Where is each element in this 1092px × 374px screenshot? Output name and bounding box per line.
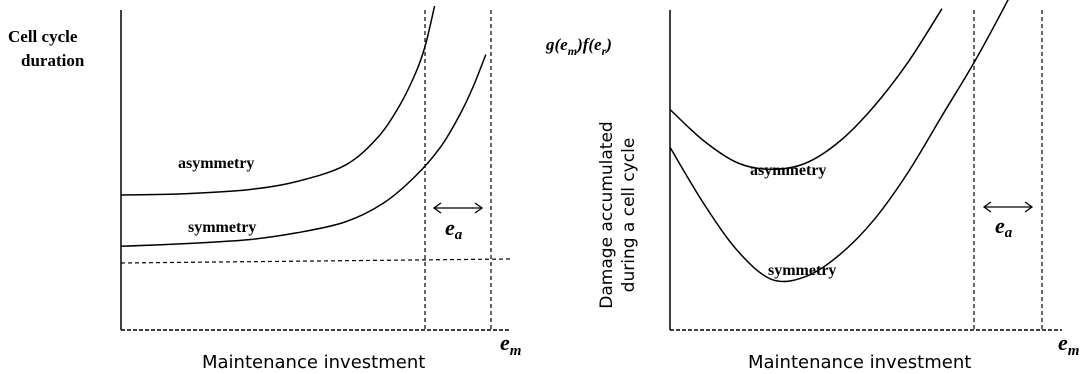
right-series-symmetry-label: symmetry <box>768 262 836 279</box>
right-x-symbol: em <box>1058 330 1079 359</box>
left-panel: Cell cycle duration asymmetry symmetry e… <box>8 5 521 373</box>
right-series-asymmetry-label: asymmetry <box>750 162 826 179</box>
right-ea-arrowhead-right <box>1024 201 1034 213</box>
right-ea-arrowhead-left <box>982 201 992 213</box>
right-x-label: Maintenance investment <box>748 352 971 373</box>
right-ea-label: ea <box>995 213 1013 241</box>
right-y-label-line1: Damage accumulated <box>597 121 617 308</box>
right-y-label-formula: g(em)f(er) <box>545 35 612 58</box>
right-y-label-line2: during a cell cycle <box>619 138 639 293</box>
right-panel: g(em)f(er) Damage accumulated during a c… <box>545 0 1079 373</box>
left-series-symmetry-label: symmetry <box>188 219 256 236</box>
left-ea-label: ea <box>445 215 463 243</box>
right-series-symmetry-line <box>669 0 1009 283</box>
left-y-label-line2: duration <box>21 51 85 70</box>
left-series-symmetry-line <box>120 54 487 248</box>
left-series-asymmetry-line <box>120 5 436 196</box>
left-y-label-line1: Cell cycle <box>8 27 78 46</box>
left-horizontal-dashed-line <box>120 258 511 264</box>
left-x-label: Maintenance investment <box>202 352 425 373</box>
left-ea-arrowhead-right <box>474 202 484 214</box>
left-x-symbol: em <box>500 330 521 359</box>
left-ea-arrowhead-left <box>432 202 442 214</box>
left-series-asymmetry-label: asymmetry <box>178 155 254 172</box>
right-series-asymmetry-line <box>669 8 943 171</box>
